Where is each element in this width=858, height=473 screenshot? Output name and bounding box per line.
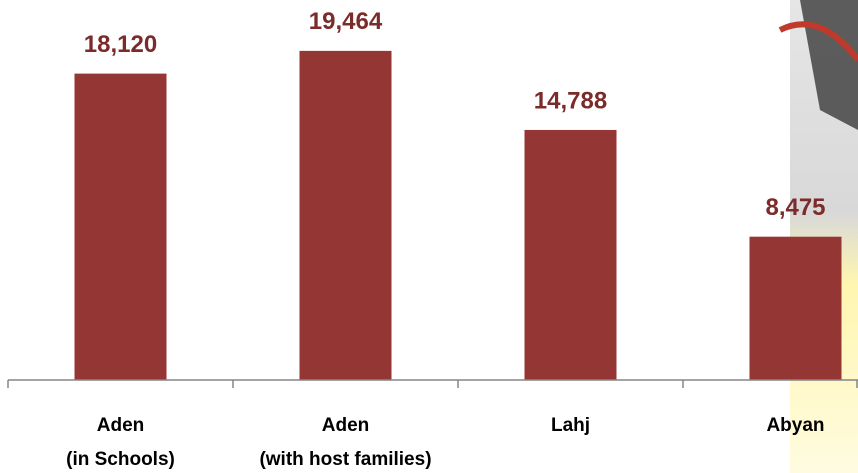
value-label: 14,788 (534, 87, 607, 114)
bar (524, 129, 617, 380)
value-label: 19,464 (309, 8, 383, 35)
x-tick-label: Aden (97, 415, 145, 436)
bar (299, 50, 392, 380)
photo-shape (778, 21, 858, 62)
value-label: 8,475 (765, 194, 825, 221)
x-tick-label: Lahj (551, 415, 590, 436)
value-label: 18,120 (84, 31, 157, 58)
x-tick-label: (with host families) (259, 449, 431, 470)
x-tick-label: Abyan (766, 415, 824, 436)
x-tick-label: Aden (322, 415, 370, 436)
x-tick-label: (in Schools) (66, 449, 175, 470)
bar (749, 236, 842, 380)
photo-shape (800, 0, 858, 130)
bar (74, 73, 167, 380)
